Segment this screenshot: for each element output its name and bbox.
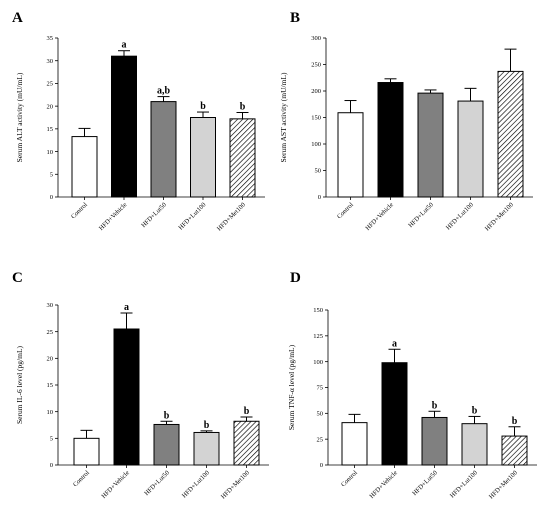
y-tick-label: 20	[47, 356, 54, 363]
y-tick-label: 10	[47, 149, 54, 156]
y-tick-label: 0	[50, 462, 53, 469]
y-tick-label: 50	[315, 168, 322, 175]
y-tick-label: 100	[311, 141, 321, 148]
y-tick-label: 10	[47, 409, 54, 416]
y-tick-label: 100	[313, 359, 323, 366]
bar-hfd-vehicle	[111, 55, 137, 198]
bar-hfd-met100	[497, 70, 524, 198]
x-category-label: HFD+Met100	[220, 469, 251, 500]
y-tick-label: 0	[318, 194, 321, 201]
y-tick-label: 25	[47, 329, 54, 336]
x-category-label: HFD+Lut50	[407, 201, 435, 229]
y-tick-label: 0	[320, 462, 323, 469]
bar-hfd-lut50	[417, 92, 444, 198]
significance-label: a	[122, 40, 127, 51]
bar-hfd-lut100	[461, 423, 488, 466]
significance-label: b	[472, 405, 478, 416]
y-tick-label: 35	[47, 35, 54, 42]
chart-panel-a: A 0 5 10 15 20 25 30 35 Serum ALT activity (mU/mL…	[12, 10, 265, 232]
panel-letter: C	[12, 270, 23, 286]
y-tick-label: 20	[47, 103, 54, 110]
bar-hfd-lut100	[190, 117, 216, 198]
bar-hfd-vehicle	[377, 82, 404, 198]
significance-label: a	[124, 302, 129, 313]
x-category-label: HFD+Vehicle	[368, 469, 399, 500]
y-tick-label: 125	[313, 333, 323, 340]
bar-hfd-vehicle	[381, 362, 408, 466]
x-category-label: HFD+Lut100	[445, 201, 475, 231]
y-tick-label: 15	[47, 382, 54, 389]
bar-control	[337, 112, 364, 198]
x-category-label: HFD+Met100	[484, 201, 515, 232]
x-category-label: Control	[336, 201, 355, 220]
x-category-label: Control	[340, 469, 359, 488]
y-tick-label: 75	[317, 385, 324, 392]
y-tick-label: 50	[317, 411, 324, 418]
x-category-label: HFD+Lut100	[177, 201, 207, 231]
x-category-label: Control	[70, 201, 89, 220]
x-category-label: HFD+Lut100	[181, 469, 211, 499]
y-tick-label: 30	[47, 302, 54, 309]
y-tick-label: 150	[313, 307, 323, 314]
y-axis-title: Serum AST activity (mU/mL)	[279, 72, 288, 163]
panel-letter: B	[290, 10, 300, 26]
bar-control	[341, 422, 368, 466]
y-tick-label: 150	[311, 115, 321, 122]
chart-panel-b: B 0 50 100 150 200 250 300 Serum AST activity (m…	[279, 10, 533, 232]
y-tick-label: 30	[47, 58, 54, 65]
y-tick-label: 200	[311, 88, 321, 95]
bar-hfd-met100	[229, 118, 256, 198]
chart-panel-c: C 0 5 10 15 20 25 30 Serum IL-6 level (pg/mL) Con…	[12, 270, 269, 500]
y-axis-title: Serum ALT activity (mU/mL)	[15, 72, 24, 162]
significance-label: b	[204, 420, 210, 431]
x-category-label: HFD+Lut50	[140, 201, 168, 229]
bar-hfd-lut50	[150, 101, 177, 198]
x-category-label: HFD+Lut50	[143, 469, 171, 497]
bar-control	[71, 136, 98, 198]
bar-hfd-lut100	[193, 431, 220, 466]
x-category-label: HFD+Met100	[488, 469, 519, 500]
x-category-label: Control	[72, 469, 91, 488]
chart-panel-d: D 0 25 50 75 100 125 150 Serum TNF-α level (pg/m…	[287, 270, 537, 500]
x-category-label: HFD+Vehicle	[100, 469, 131, 500]
x-category-label: HFD+Vehicle	[364, 201, 395, 232]
y-tick-label: 5	[50, 171, 53, 178]
x-category-label: HFD+Lut100	[449, 469, 479, 499]
bar-hfd-vehicle	[113, 328, 140, 466]
x-category-label: HFD+Lut50	[411, 469, 439, 497]
y-tick-label: 0	[50, 194, 53, 201]
panel-letter: D	[290, 270, 301, 286]
panel-letter: A	[12, 10, 23, 26]
bar-control	[73, 437, 100, 466]
bar-hfd-lut50	[421, 416, 448, 466]
y-tick-label: 25	[47, 81, 54, 88]
y-tick-label: 250	[311, 62, 321, 69]
bar-hfd-met100	[501, 435, 528, 466]
significance-label: b	[432, 400, 438, 411]
y-tick-label: 300	[311, 35, 321, 42]
x-category-label: HFD+Vehicle	[98, 201, 129, 232]
y-axis-title: Serum TNF-α level (pg/mL)	[287, 344, 296, 430]
bar-hfd-lut100	[457, 100, 484, 198]
significance-label: b	[244, 406, 250, 417]
y-tick-label: 15	[47, 126, 54, 133]
significance-label: a,b	[157, 86, 171, 97]
bar-hfd-met100	[233, 420, 260, 466]
y-tick-label: 25	[317, 436, 324, 443]
bar-hfd-lut50	[153, 423, 180, 466]
significance-label: b	[200, 101, 206, 112]
significance-label: b	[164, 410, 170, 421]
x-category-label: HFD+Met100	[216, 201, 247, 232]
significance-label: b	[240, 102, 246, 113]
significance-label: a	[392, 338, 397, 349]
y-axis-title: Serum IL-6 level (pg/mL)	[15, 345, 24, 424]
significance-label: b	[512, 416, 518, 427]
y-tick-label: 5	[50, 436, 53, 443]
